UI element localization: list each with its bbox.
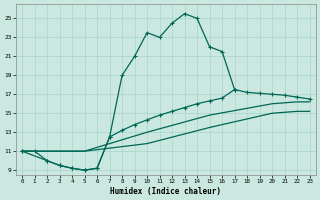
X-axis label: Humidex (Indice chaleur): Humidex (Indice chaleur) xyxy=(110,187,221,196)
